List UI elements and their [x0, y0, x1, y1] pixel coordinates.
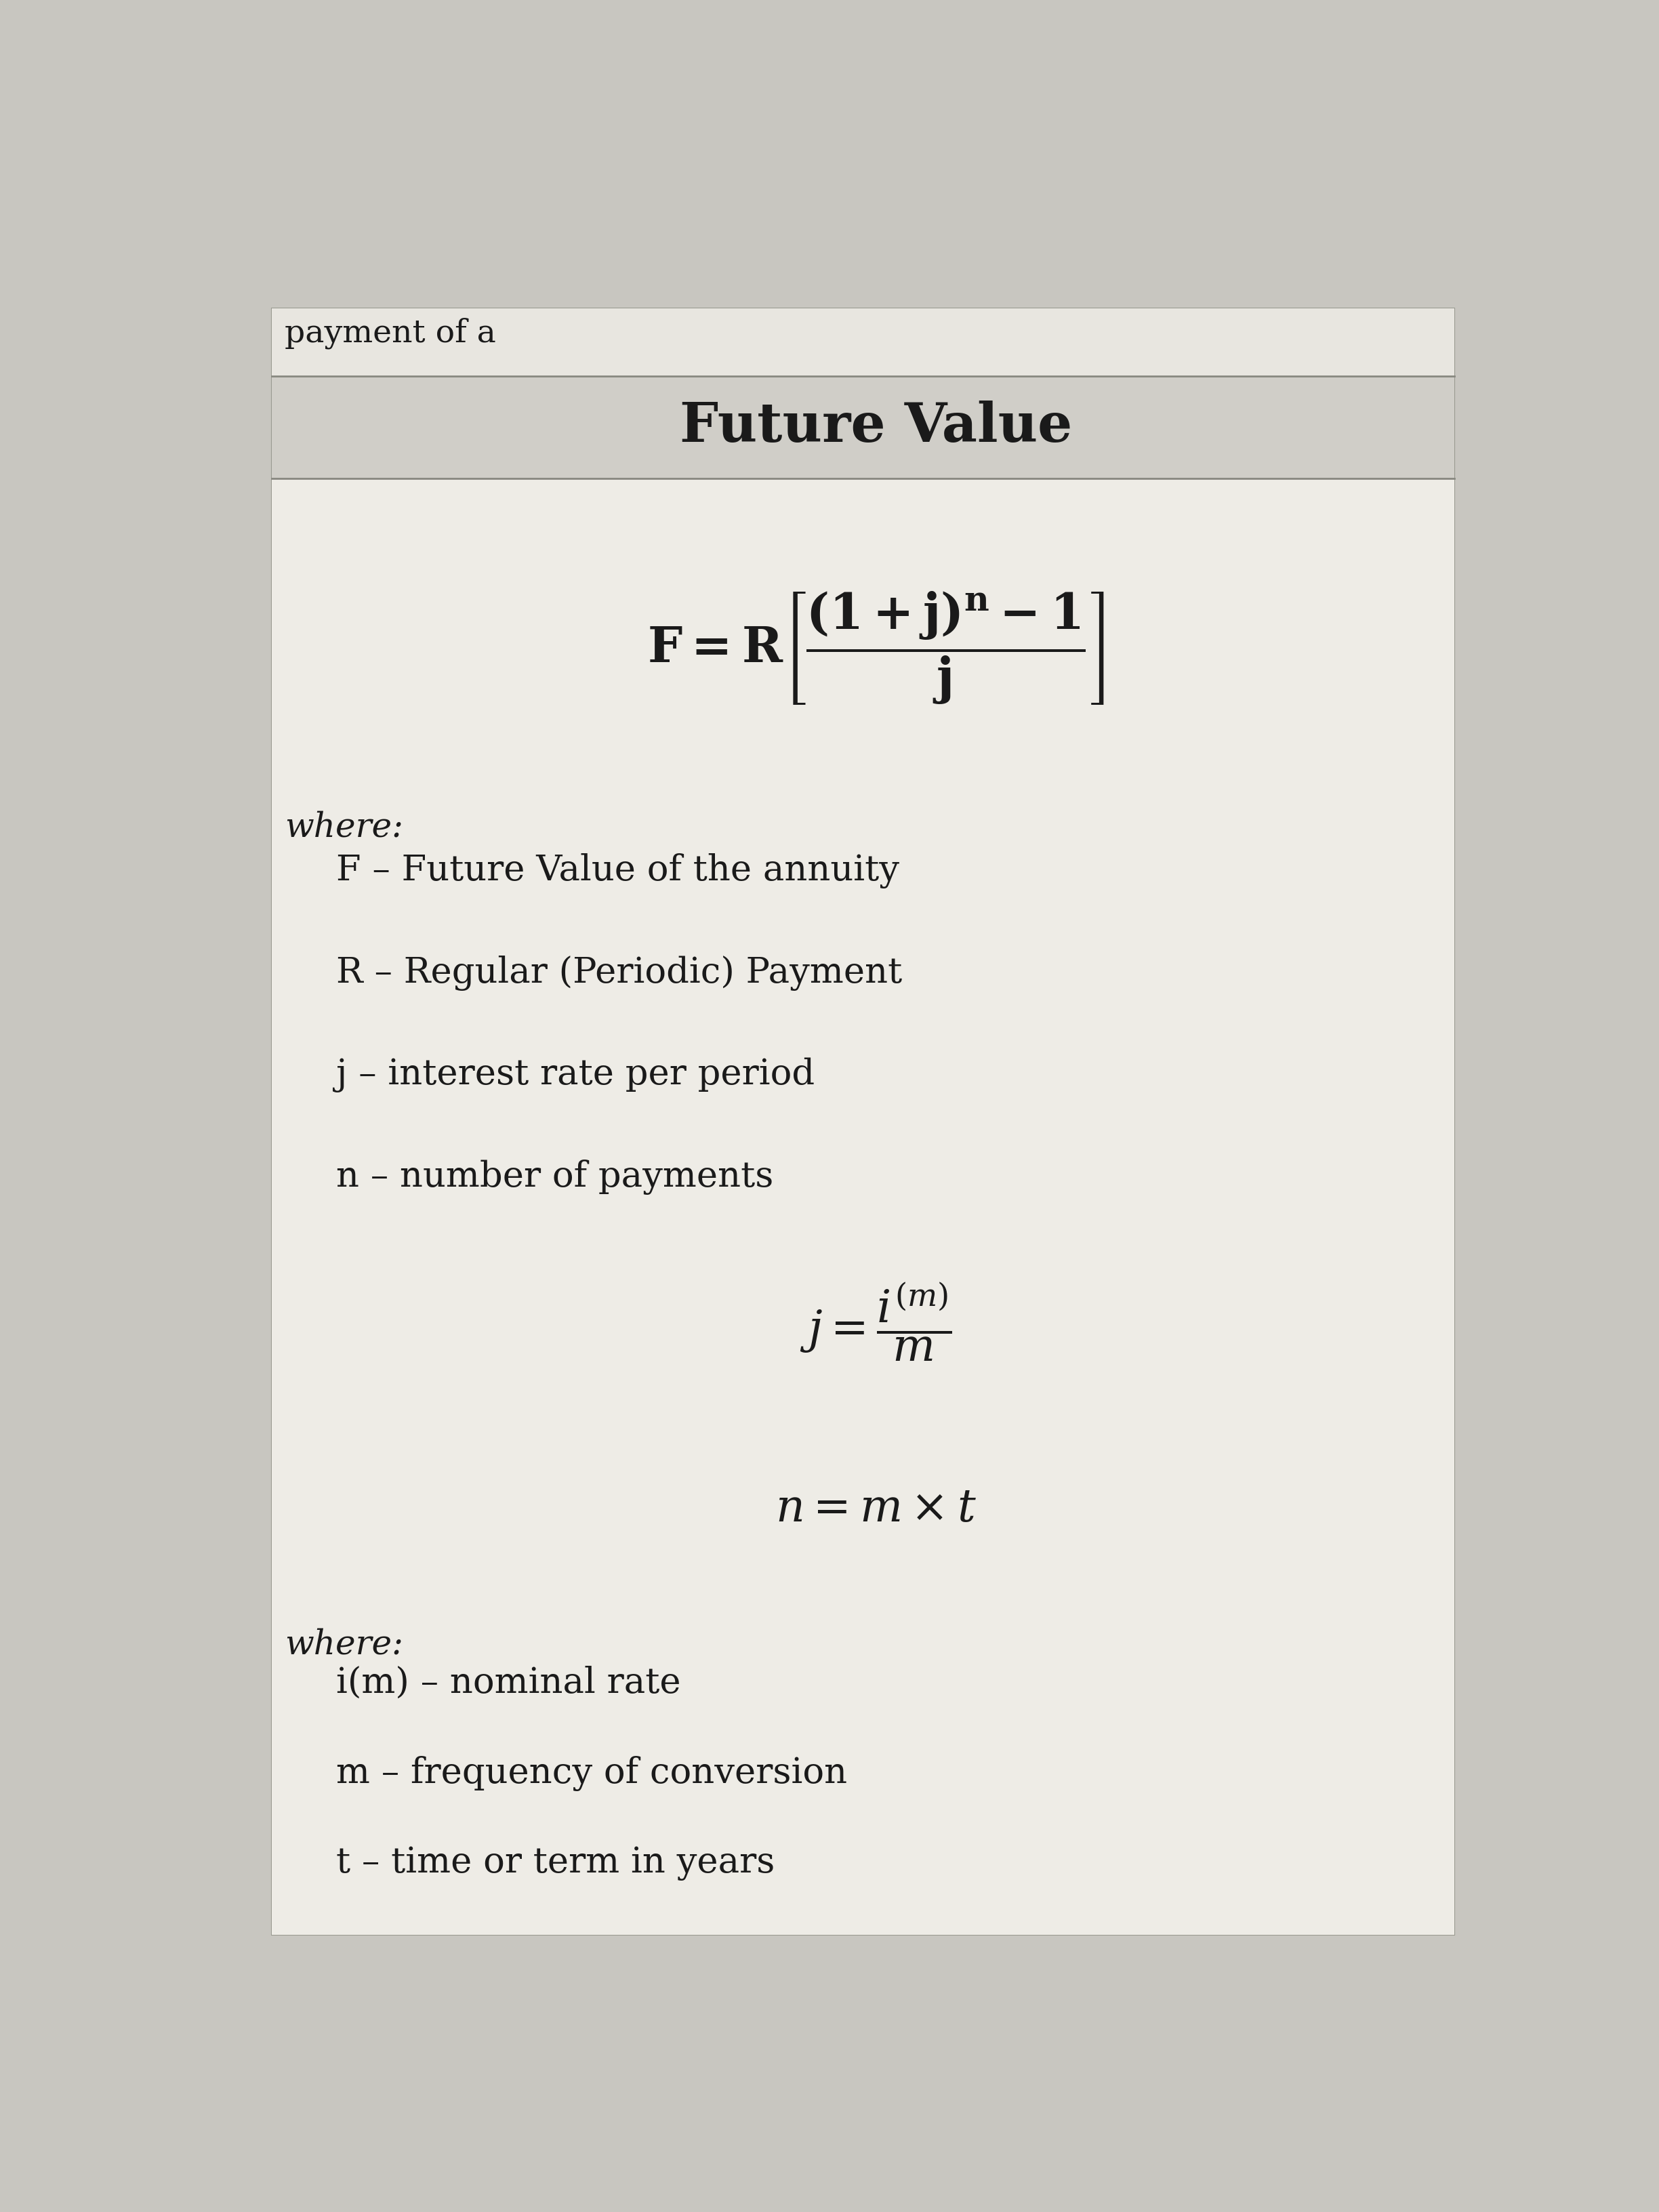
Text: m – frequency of conversion: m – frequency of conversion: [335, 1756, 848, 1792]
Text: $n = m \times t$: $n = m \times t$: [775, 1486, 977, 1531]
Text: n – number of payments: n – number of payments: [335, 1159, 773, 1194]
Text: $j = \dfrac{i^{(m)}}{m}$: $j = \dfrac{i^{(m)}}{m}$: [800, 1281, 952, 1363]
Text: Future Value: Future Value: [680, 400, 1072, 453]
Text: payment of a: payment of a: [285, 319, 496, 349]
Text: i(m) – nominal rate: i(m) – nominal rate: [335, 1666, 680, 1701]
Text: $\mathbf{F = R\left[\dfrac{(1 + j)^n - 1}{j}\right]}$: $\mathbf{F = R\left[\dfrac{(1 + j)^n - 1…: [647, 591, 1105, 708]
Text: where:: where:: [285, 1628, 403, 1661]
Text: where:: where:: [285, 810, 403, 845]
Text: F – Future Value of the annuity: F – Future Value of the annuity: [335, 854, 899, 889]
Bar: [272, 307, 1455, 376]
Text: t – time or term in years: t – time or term in years: [335, 1847, 775, 1880]
Text: j – interest rate per period: j – interest rate per period: [335, 1057, 815, 1093]
Bar: [272, 478, 1455, 1936]
Text: R – Regular (Periodic) Payment: R – Regular (Periodic) Payment: [335, 956, 902, 991]
Bar: [272, 376, 1455, 478]
